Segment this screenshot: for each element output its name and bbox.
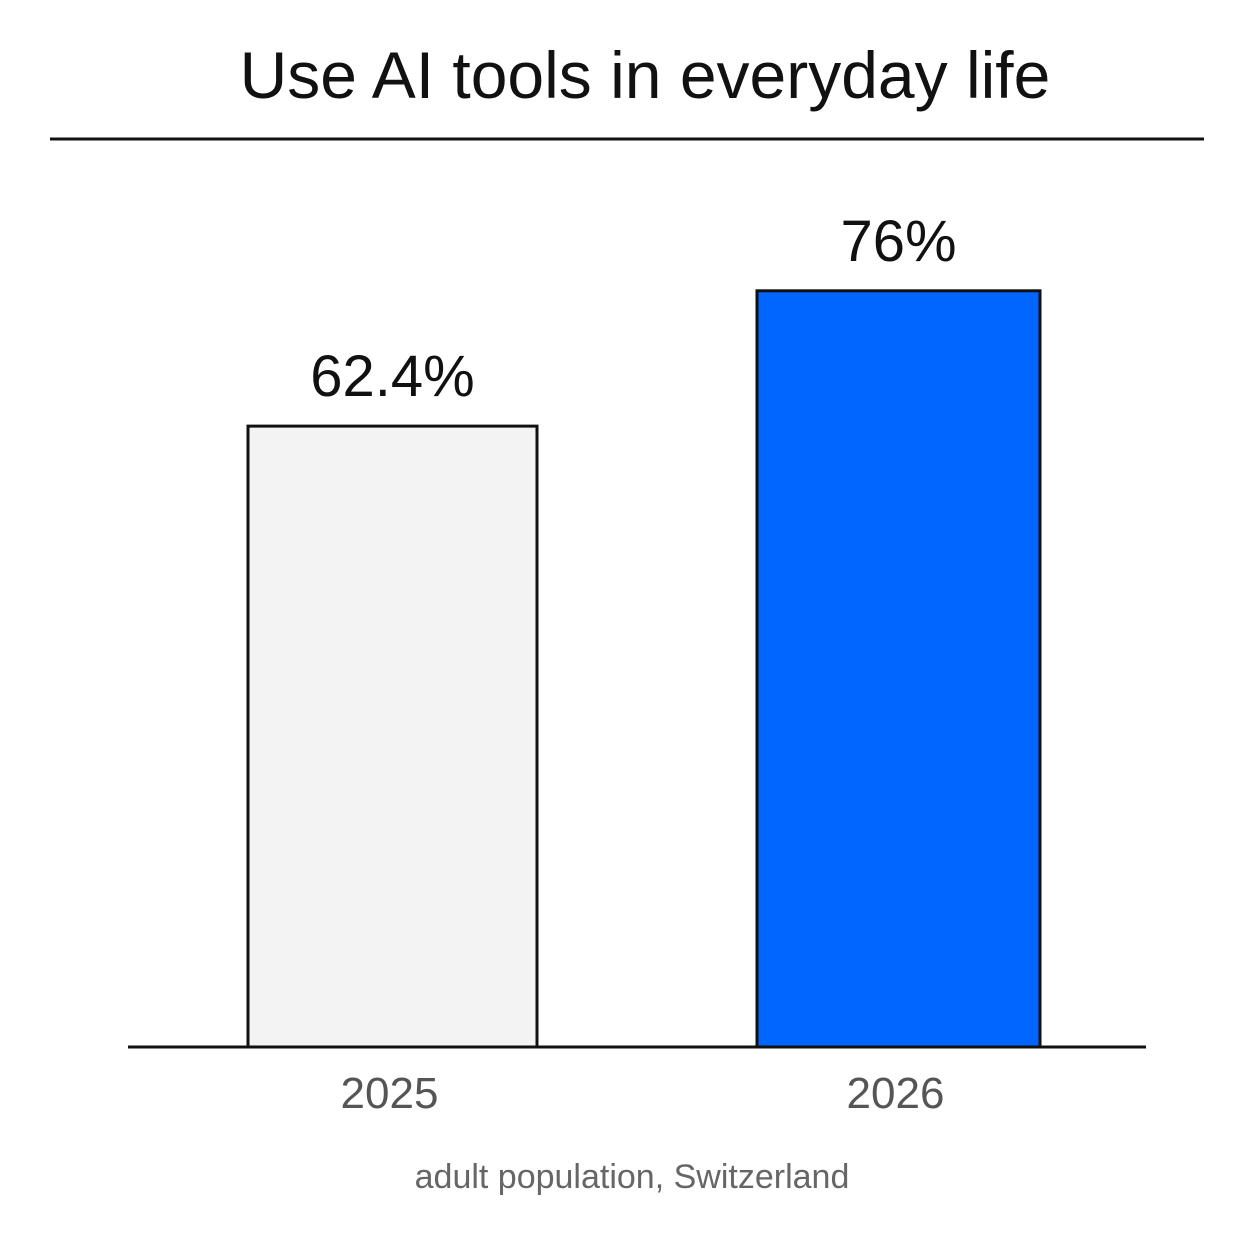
bar-2026 (755, 289, 1042, 1049)
chart-note: adult population, Switzerland (415, 1158, 850, 1196)
bars-layer: 62.4% 2025 76% 2026 (246, 209, 1042, 1118)
value-label-2025: 62.4% (310, 344, 474, 409)
chart-title: Use AI tools in everyday life (240, 38, 1051, 112)
bar-2025 (246, 424, 539, 1049)
value-label-2026: 76% (840, 209, 956, 274)
category-label-2025: 2025 (341, 1069, 439, 1118)
category-label-2026: 2026 (847, 1069, 945, 1118)
